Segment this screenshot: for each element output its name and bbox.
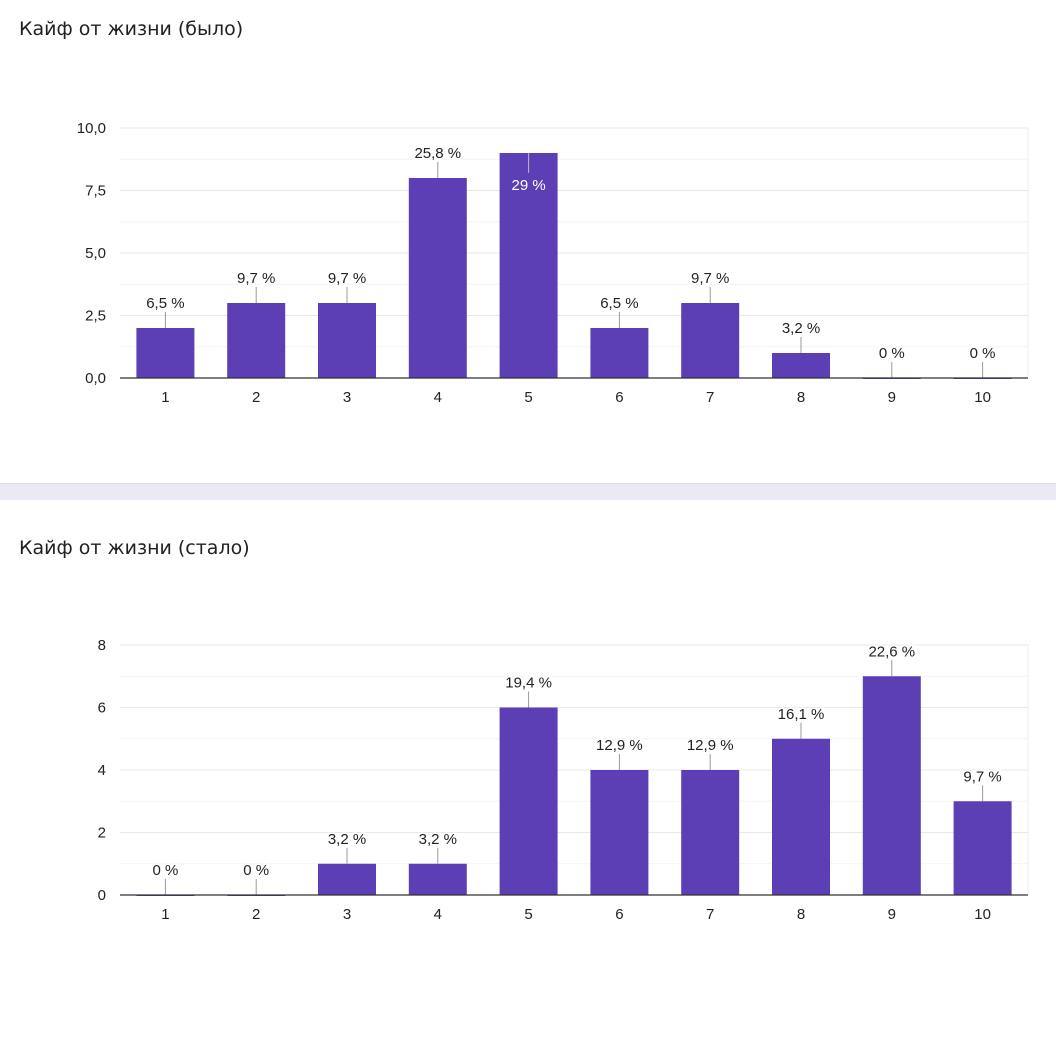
bar bbox=[862, 676, 921, 895]
x-tick-label: 1 bbox=[161, 906, 169, 923]
x-tick-label: 9 bbox=[888, 389, 896, 406]
bar bbox=[772, 738, 830, 895]
data-label: 12,9 % bbox=[687, 737, 734, 754]
data-label: 3,2 % bbox=[782, 320, 820, 337]
bar bbox=[953, 801, 1012, 895]
x-tick-label: 7 bbox=[706, 389, 714, 406]
x-tick-label: 10 bbox=[974, 906, 991, 923]
y-tick-label: 2 bbox=[98, 825, 106, 842]
data-label: 0 % bbox=[243, 862, 269, 879]
x-tick-label: 2 bbox=[252, 389, 260, 406]
x-tick-label: 6 bbox=[615, 906, 623, 923]
bar bbox=[227, 303, 286, 378]
bar bbox=[408, 863, 467, 895]
y-tick-label: 4 bbox=[98, 762, 106, 779]
data-label: 0 % bbox=[152, 862, 178, 879]
bar bbox=[499, 707, 558, 895]
bar bbox=[408, 178, 467, 378]
bar-chart-before: 0,0 2,5 5,0 7,5 10,0 1 6,5 % 2 9,7 % 3 9,7 % 4 25,8 … bbox=[77, 120, 1029, 406]
x-tick-label: 5 bbox=[524, 906, 532, 923]
chart-title: Кайф от жизни (стало) bbox=[19, 537, 250, 559]
bar bbox=[590, 770, 649, 895]
data-label: 25,8 % bbox=[414, 145, 461, 162]
data-label: 12,9 % bbox=[596, 737, 643, 754]
y-tick-label: 0,0 bbox=[85, 370, 106, 387]
x-tick-label: 4 bbox=[434, 906, 442, 923]
x-tick-label: 9 bbox=[888, 906, 896, 923]
y-tick-label: 6 bbox=[98, 700, 106, 717]
data-label: 9,7 % bbox=[963, 768, 1001, 785]
y-tick-label: 7,5 bbox=[85, 183, 106, 200]
bar bbox=[590, 328, 649, 378]
data-label: 3,2 % bbox=[328, 831, 366, 848]
y-tick-label: 0 bbox=[98, 887, 106, 904]
chart-title: Кайф от жизни (было) bbox=[19, 18, 244, 40]
x-tick-label: 8 bbox=[797, 906, 805, 923]
y-tick-label: 5,0 bbox=[85, 245, 106, 262]
x-tick-label: 2 bbox=[252, 906, 260, 923]
bar bbox=[318, 863, 376, 895]
data-label: 22,6 % bbox=[868, 643, 915, 660]
data-label: 19,4 % bbox=[505, 675, 552, 692]
x-tick-label: 3 bbox=[343, 389, 351, 406]
data-label: 16,1 % bbox=[778, 706, 825, 723]
y-tick-label: 10,0 bbox=[77, 120, 106, 137]
data-label: 3,2 % bbox=[419, 831, 457, 848]
data-label: 6,5 % bbox=[600, 295, 638, 312]
bar bbox=[681, 303, 740, 378]
bar bbox=[499, 153, 558, 378]
x-tick-label: 4 bbox=[434, 389, 442, 406]
y-tick-label: 2,5 bbox=[85, 308, 106, 325]
x-tick-label: 7 bbox=[706, 906, 714, 923]
data-label: 0 % bbox=[970, 345, 996, 362]
data-label: 9,7 % bbox=[237, 270, 275, 287]
y-tick-label: 8 bbox=[98, 637, 106, 654]
data-label: 29 % bbox=[511, 177, 545, 194]
data-label: 9,7 % bbox=[328, 270, 366, 287]
x-tick-label: 8 bbox=[797, 389, 805, 406]
x-tick-label: 10 bbox=[974, 389, 991, 406]
data-label: 9,7 % bbox=[691, 270, 729, 287]
data-label: 6,5 % bbox=[146, 295, 184, 312]
bar bbox=[681, 770, 740, 895]
x-tick-label: 1 bbox=[161, 389, 169, 406]
bar bbox=[136, 328, 195, 378]
x-tick-label: 3 bbox=[343, 906, 351, 923]
bar bbox=[772, 353, 830, 378]
data-label: 0 % bbox=[879, 345, 905, 362]
x-tick-label: 5 bbox=[524, 389, 532, 406]
bar bbox=[318, 303, 376, 378]
x-tick-label: 6 bbox=[615, 389, 623, 406]
